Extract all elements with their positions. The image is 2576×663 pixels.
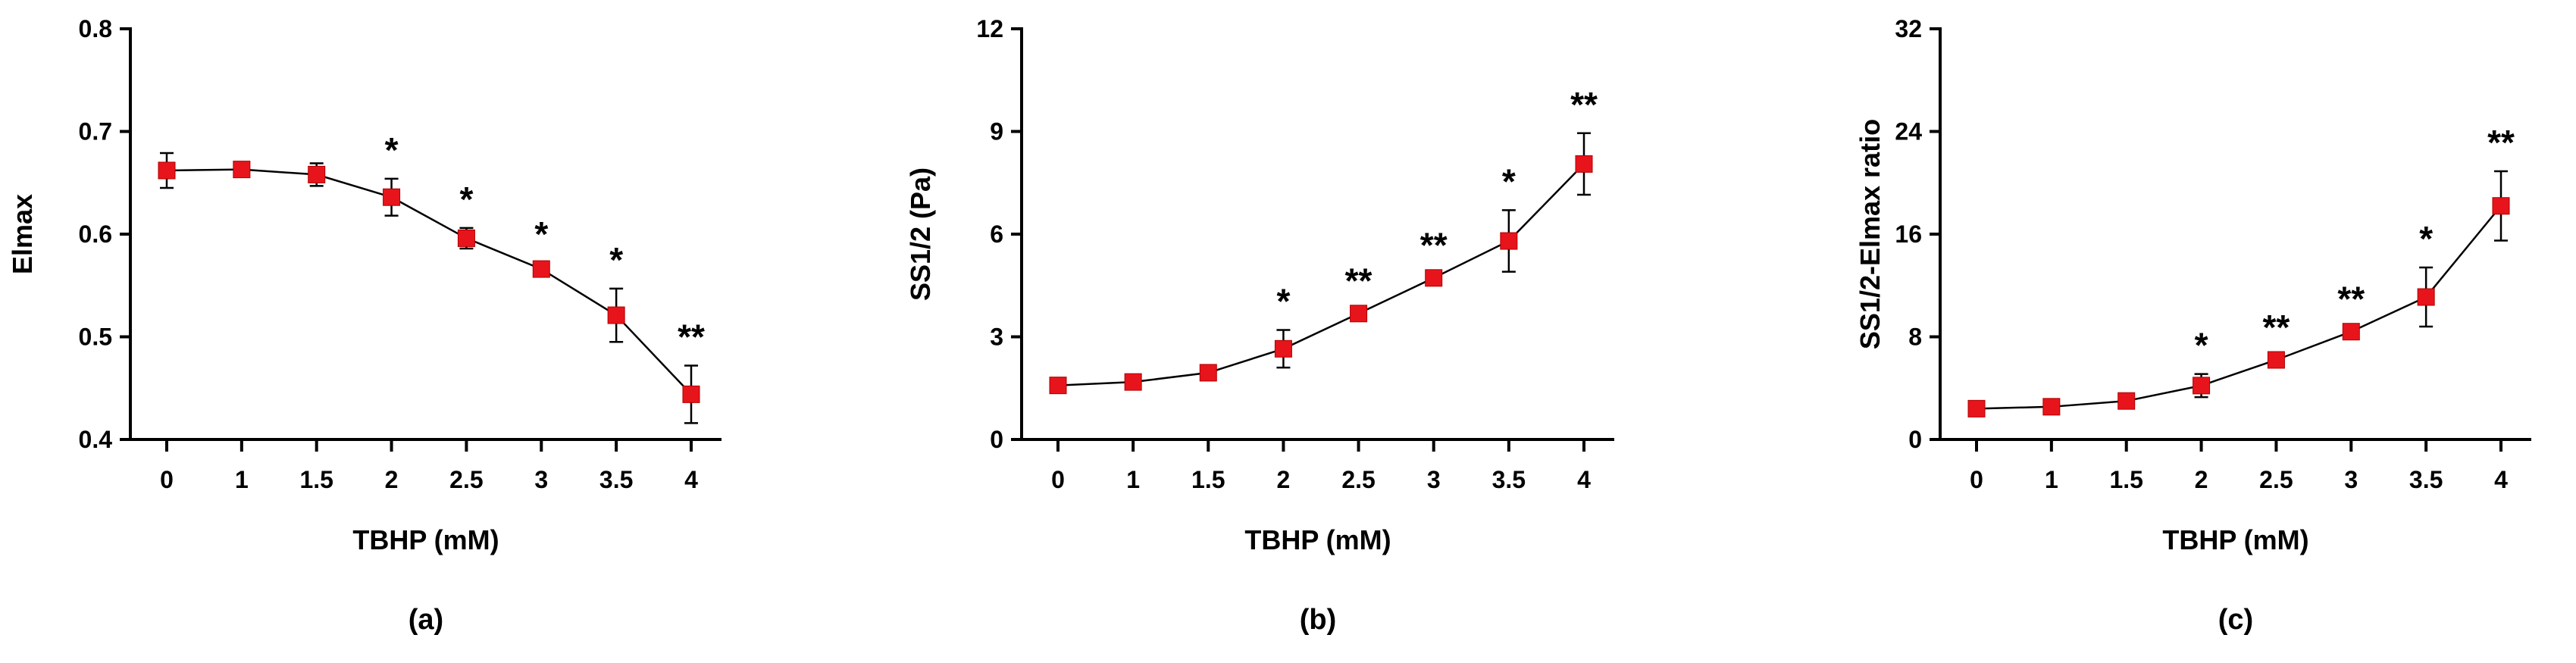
- data-point: [308, 165, 326, 183]
- data-point: [1049, 377, 1067, 395]
- data-point: [1124, 373, 1142, 391]
- y-tick-label: 3: [990, 324, 1003, 351]
- series-line: [1976, 205, 2502, 410]
- chart-panel-b: 0 3 6 9 12 0 1 1.5 2 2.5 3 3.5 4 SS1/2 (Pa) TBHP (mM) (…: [905, 15, 1614, 636]
- x-tick-label: 1: [235, 466, 249, 493]
- significance-annotation: *: [385, 130, 399, 170]
- panel-label: (b): [1300, 604, 1337, 636]
- data-point: [2492, 197, 2510, 215]
- y-tick-label: 0.6: [79, 220, 112, 248]
- data-point: [233, 161, 251, 179]
- y-tick-label: 0.8: [79, 15, 112, 42]
- x-tick-label: 3: [534, 466, 548, 493]
- significance-annotation: **: [2487, 123, 2515, 162]
- data-point: [383, 188, 401, 206]
- y-tick-label: 9: [990, 118, 1003, 145]
- series-line: [1057, 163, 1585, 386]
- x-tick-label: 1.5: [299, 466, 333, 493]
- panel-label: (c): [2218, 604, 2253, 636]
- x-tick-label: 0: [160, 466, 174, 493]
- x-tick-label: 1.5: [2109, 466, 2142, 493]
- x-tick-label: 2.5: [1341, 466, 1375, 493]
- significance-annotation: *: [1276, 281, 1290, 321]
- data-point: [1575, 155, 1593, 173]
- significance-annotation: *: [459, 180, 473, 219]
- y-tick-label: 6: [990, 220, 1003, 248]
- x-tick-label: 2: [2195, 466, 2208, 493]
- x-tick-label: 1: [2045, 466, 2058, 493]
- data-point: [2417, 288, 2435, 306]
- y-tick-label: 32: [1895, 15, 1922, 42]
- x-tick-label: 0: [1051, 466, 1065, 493]
- significance-annotation: **: [678, 317, 705, 356]
- y-axis-title: SS1/2 (Pa): [905, 167, 936, 301]
- data-point: [1350, 305, 1368, 323]
- data-point: [607, 306, 625, 324]
- data-point: [158, 161, 176, 180]
- y-tick-label: 0.7: [79, 118, 112, 145]
- x-tick-label: 1.5: [1191, 466, 1225, 493]
- x-tick-label: 2: [385, 466, 399, 493]
- y-tick-label: 0: [1908, 426, 1922, 453]
- data-point: [1967, 399, 1986, 418]
- significance-annotation: *: [2195, 326, 2208, 365]
- significance-annotation: **: [2263, 308, 2290, 347]
- x-tick-label: 2.5: [449, 466, 483, 493]
- data-point: [1500, 232, 1518, 250]
- data-point: [2193, 377, 2211, 395]
- x-tick-label: 2: [1277, 466, 1291, 493]
- data-point: [2267, 351, 2285, 369]
- x-tick-label: 4: [1577, 466, 1591, 493]
- y-axis-title: Elmax: [7, 194, 38, 274]
- y-tick-label: 24: [1895, 118, 1922, 145]
- data-point: [532, 260, 550, 278]
- data-point: [2042, 398, 2061, 416]
- x-tick-label: 4: [684, 466, 698, 493]
- y-tick-label: 16: [1895, 220, 1922, 248]
- chart-panel-a: 0.4 0.5 0.6 0.7 0.8 0 1 1.5 2 2.5 3 3.5 4 Elmax TBHP (…: [7, 15, 721, 636]
- y-tick-label: 12: [976, 15, 1003, 42]
- y-axis-title: SS1/2-Elmax ratio: [1855, 119, 1886, 349]
- x-axis-title: TBHP (mM): [2162, 524, 2308, 555]
- significance-annotation: *: [609, 240, 623, 280]
- x-tick-label: 0: [1970, 466, 1983, 493]
- data-point: [1425, 269, 1443, 287]
- x-tick-label: 3.5: [1492, 466, 1526, 493]
- panel-label: (a): [408, 604, 443, 636]
- x-tick-label: 3.5: [599, 466, 633, 493]
- x-tick-label: 3.5: [2409, 466, 2443, 493]
- significance-annotation: **: [1570, 85, 1598, 124]
- y-tick-label: 0: [990, 426, 1003, 453]
- data-point: [1199, 364, 1217, 382]
- x-tick-label: 2.5: [2259, 466, 2293, 493]
- x-axis-title: TBHP (mM): [1244, 524, 1391, 555]
- x-tick-label: 3: [1427, 466, 1441, 493]
- x-tick-label: 1: [1126, 466, 1140, 493]
- series-line: [166, 168, 692, 396]
- x-tick-label: 3: [2344, 466, 2358, 493]
- data-point: [2342, 323, 2360, 341]
- y-tick-label: 0.5: [79, 324, 112, 351]
- data-point: [457, 229, 475, 247]
- significance-annotation: **: [2337, 280, 2365, 319]
- y-tick-label: 0.4: [79, 426, 113, 453]
- chart-panel-c: 0 8 16 24 32 0 1 1.5 2 2.5 3 3.5 4 SS1/2-Elmax ratio T…: [1855, 15, 2531, 636]
- y-tick-label: 8: [1908, 324, 1922, 351]
- x-tick-label: 4: [2494, 466, 2508, 493]
- significance-annotation: *: [2419, 219, 2433, 258]
- data-point: [2117, 392, 2136, 410]
- significance-annotation: **: [1420, 225, 1448, 264]
- data-point: [1274, 339, 1292, 358]
- significance-annotation: *: [534, 214, 548, 254]
- x-axis-title: TBHP (mM): [352, 524, 499, 555]
- significance-annotation: **: [1345, 261, 1373, 300]
- significance-annotation: *: [1502, 161, 1516, 201]
- data-point: [682, 385, 700, 403]
